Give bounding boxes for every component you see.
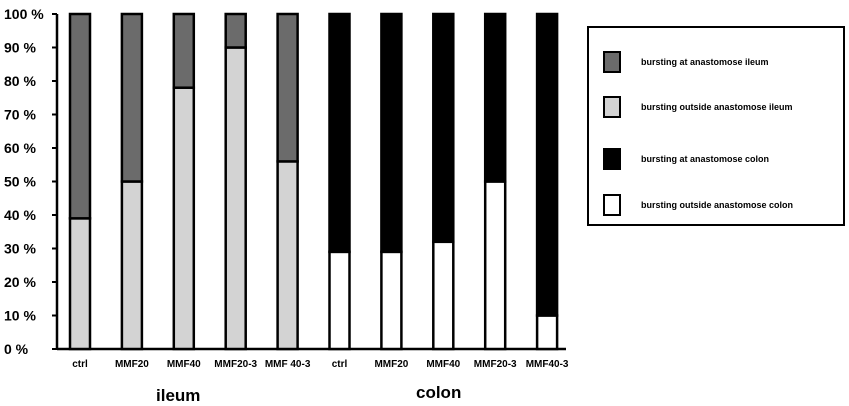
- bar-segment: [432, 240, 455, 351]
- x-tick-label: MMF20: [115, 359, 149, 370]
- bar-segment: [68, 217, 92, 351]
- x-tick-label: ctrl: [332, 359, 348, 370]
- x-tick-label: MMF20-3: [474, 359, 517, 370]
- y-tick-label: 70 %: [4, 107, 36, 123]
- bar-segment: [172, 12, 196, 89]
- bar-segment: [224, 12, 247, 49]
- bar-segment: [224, 46, 247, 351]
- x-tick-label: MMF 40-3: [265, 359, 311, 370]
- group-label-ileum: ileum: [156, 386, 201, 405]
- y-tick-label: 60 %: [4, 140, 36, 156]
- y-tick-label: 40 %: [4, 207, 36, 223]
- x-tick-label: MMF20: [374, 359, 408, 370]
- bar-segment: [276, 12, 299, 163]
- y-tick-label: 30 %: [4, 241, 36, 257]
- group-label-colon: colon: [416, 383, 462, 402]
- legend-label: bursting outside anastomose colon: [641, 200, 794, 210]
- x-tick-label: MMF40: [167, 359, 201, 370]
- bar-segment: [68, 12, 92, 220]
- legend-swatch: [603, 96, 621, 118]
- legend-item-outside-anastomose-colon: bursting outside anastomose colon: [603, 192, 793, 218]
- bar-segment: [535, 12, 559, 317]
- legend-swatch: [603, 194, 621, 216]
- x-tick-label: ctrl: [72, 359, 88, 370]
- y-tick-label: 20 %: [4, 274, 36, 290]
- y-tick-label: 80 %: [4, 73, 36, 89]
- y-tick-label: 50 %: [4, 174, 36, 190]
- x-tick-label: MMF20-3: [214, 359, 257, 370]
- legend-label: bursting at anastomose colon: [641, 154, 770, 164]
- legend-swatch: [603, 148, 621, 170]
- legend-item-at-anastomose-colon: bursting at anastomose colon: [603, 146, 769, 172]
- x-tick-label: MMF40-3: [526, 359, 569, 370]
- bar-segment: [380, 12, 403, 254]
- legend-label: bursting at anastomose ileum: [641, 57, 769, 67]
- y-tick-label: 0 %: [4, 341, 29, 357]
- x-tick-label: MMF40: [426, 359, 460, 370]
- bar-segment: [483, 180, 507, 351]
- y-tick-label: 90 %: [4, 40, 36, 56]
- y-tick-label: 100 %: [4, 6, 44, 22]
- bar-segment: [483, 12, 507, 183]
- bar-segment: [172, 86, 196, 351]
- bar-segment: [328, 250, 351, 351]
- bar-segment: [328, 12, 351, 254]
- bar-segment: [432, 12, 455, 244]
- bar-segment: [535, 314, 559, 351]
- bar-segment: [380, 250, 403, 351]
- bar-segment: [276, 160, 299, 351]
- legend-item-outside-anastomose-ileum: bursting outside anastomose ileum: [603, 94, 793, 120]
- bar-segment: [120, 180, 144, 351]
- chart-legend: bursting at anastomose ileum bursting ou…: [587, 26, 845, 226]
- legend-swatch: [603, 51, 621, 73]
- legend-label: bursting outside anastomose ileum: [641, 102, 793, 112]
- y-tick-label: 10 %: [4, 308, 36, 324]
- bar-segment: [120, 12, 144, 183]
- legend-item-at-anastomose-ileum: bursting at anastomose ileum: [603, 49, 769, 75]
